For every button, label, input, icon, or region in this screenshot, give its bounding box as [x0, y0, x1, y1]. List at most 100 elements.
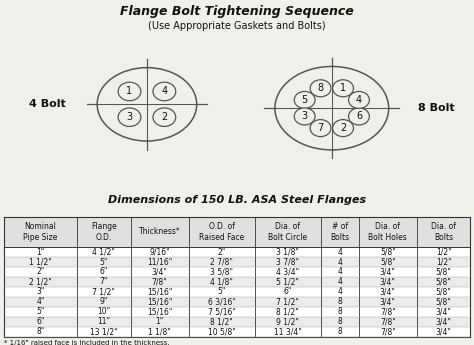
- Text: 11/16": 11/16": [147, 257, 173, 267]
- Bar: [4, 267, 470, 277]
- Text: 5/8": 5/8": [436, 287, 451, 296]
- Text: 3: 3: [301, 111, 308, 121]
- Text: 7/8": 7/8": [380, 317, 396, 326]
- Text: 7/8": 7/8": [380, 307, 396, 316]
- Text: 4 1/2": 4 1/2": [92, 248, 115, 257]
- Text: 2": 2": [218, 248, 226, 257]
- Text: 5/8": 5/8": [436, 277, 451, 286]
- Circle shape: [294, 108, 315, 125]
- Text: 1: 1: [340, 83, 346, 93]
- Text: 7 1/2": 7 1/2": [276, 297, 299, 306]
- Text: 5/8": 5/8": [380, 257, 396, 267]
- Text: 4: 4: [337, 257, 342, 267]
- Text: 8 1/2": 8 1/2": [210, 317, 233, 326]
- Text: 3 5/8": 3 5/8": [210, 267, 233, 276]
- Text: O.D. of
Raised Face: O.D. of Raised Face: [199, 222, 245, 242]
- Bar: [4, 297, 470, 307]
- Text: 8 1/2": 8 1/2": [276, 307, 299, 316]
- Text: 5/8": 5/8": [436, 297, 451, 306]
- Text: 8: 8: [318, 83, 324, 93]
- Text: 6": 6": [100, 267, 108, 276]
- Text: 7/8": 7/8": [152, 277, 168, 286]
- Bar: [4, 247, 470, 257]
- Circle shape: [310, 80, 331, 97]
- Text: 8: 8: [337, 297, 342, 306]
- Text: Dimensions of 150 LB. ASA Steel Flanges: Dimensions of 150 LB. ASA Steel Flanges: [108, 196, 366, 206]
- Text: 3/4": 3/4": [380, 277, 396, 286]
- Text: 2 1/2": 2 1/2": [29, 277, 52, 286]
- Bar: [4, 277, 470, 287]
- Text: 6: 6: [356, 111, 362, 121]
- Text: 8: 8: [337, 317, 342, 326]
- Circle shape: [348, 91, 369, 108]
- Text: Dia. of
Bolt Circle: Dia. of Bolt Circle: [268, 222, 307, 242]
- Circle shape: [153, 108, 176, 127]
- Bar: [4, 287, 470, 297]
- Text: Dia. of
Bolts: Dia. of Bolts: [431, 222, 456, 242]
- Text: 10 5/8": 10 5/8": [208, 327, 236, 336]
- Text: 7": 7": [100, 277, 108, 286]
- Text: 4 3/4": 4 3/4": [276, 267, 299, 276]
- Text: 2: 2: [340, 123, 346, 133]
- Text: 1/2": 1/2": [436, 257, 451, 267]
- Text: 15/16": 15/16": [147, 307, 173, 316]
- Text: 4 1/8": 4 1/8": [210, 277, 233, 286]
- Text: 7/8": 7/8": [380, 327, 396, 336]
- Text: (Use Appropriate Gaskets and Bolts): (Use Appropriate Gaskets and Bolts): [148, 21, 326, 31]
- Text: Flange Bolt Tightening Sequence: Flange Bolt Tightening Sequence: [120, 4, 354, 18]
- Text: 1/2": 1/2": [436, 248, 451, 257]
- Text: 7: 7: [318, 123, 324, 133]
- Text: # of
Bolts: # of Bolts: [330, 222, 349, 242]
- Text: 8": 8": [36, 327, 45, 336]
- Text: 1": 1": [36, 248, 45, 257]
- Text: 9": 9": [100, 297, 108, 306]
- Bar: [4, 327, 470, 337]
- Circle shape: [348, 108, 369, 125]
- Text: Thickness*: Thickness*: [139, 227, 181, 236]
- Bar: [4, 217, 470, 247]
- Text: 3/4": 3/4": [436, 327, 452, 336]
- Text: 3": 3": [36, 287, 45, 296]
- Text: 2 7/8": 2 7/8": [210, 257, 233, 267]
- Text: 5": 5": [36, 307, 45, 316]
- Text: 1 1/8": 1 1/8": [148, 327, 171, 336]
- Circle shape: [153, 82, 176, 101]
- Text: 10": 10": [97, 307, 110, 316]
- Text: 1 1/2": 1 1/2": [29, 257, 52, 267]
- Text: 4: 4: [356, 95, 362, 105]
- Text: 3/4": 3/4": [436, 307, 452, 316]
- Text: 3/4": 3/4": [152, 267, 168, 276]
- Circle shape: [118, 108, 141, 127]
- Text: 4": 4": [36, 297, 45, 306]
- Text: 1: 1: [127, 87, 133, 97]
- Text: 9 1/2": 9 1/2": [276, 317, 299, 326]
- Circle shape: [294, 91, 315, 108]
- Bar: [4, 257, 470, 267]
- Text: 3: 3: [127, 112, 133, 122]
- Text: 8: 8: [337, 307, 342, 316]
- Text: Nominal
Pipe Size: Nominal Pipe Size: [23, 222, 58, 242]
- Text: 6": 6": [36, 317, 45, 326]
- Text: Dia. of
Bolt Holes: Dia. of Bolt Holes: [368, 222, 407, 242]
- Text: 4: 4: [337, 277, 342, 286]
- Text: 5: 5: [301, 95, 308, 105]
- Text: 4: 4: [337, 287, 342, 296]
- Text: 5/8": 5/8": [436, 267, 451, 276]
- Text: 4 Bolt: 4 Bolt: [29, 99, 66, 109]
- Text: 11 3/4": 11 3/4": [274, 327, 301, 336]
- Text: 7 1/2": 7 1/2": [92, 287, 115, 296]
- Text: 3/4": 3/4": [380, 287, 396, 296]
- Text: 3 7/8": 3 7/8": [276, 257, 299, 267]
- Text: * 1/16" raised face is included in the thickness.: * 1/16" raised face is included in the t…: [4, 340, 169, 345]
- Circle shape: [310, 120, 331, 137]
- Text: 3/4": 3/4": [380, 267, 396, 276]
- Text: 8 Bolt: 8 Bolt: [418, 103, 455, 113]
- Text: 5 1/2": 5 1/2": [276, 277, 299, 286]
- Bar: [4, 307, 470, 317]
- Text: 5": 5": [100, 257, 108, 267]
- Text: 15/16": 15/16": [147, 287, 173, 296]
- Text: 6 3/16": 6 3/16": [208, 297, 236, 306]
- Text: 1": 1": [155, 317, 164, 326]
- Text: 2": 2": [36, 267, 45, 276]
- Text: 3 1/8": 3 1/8": [276, 248, 299, 257]
